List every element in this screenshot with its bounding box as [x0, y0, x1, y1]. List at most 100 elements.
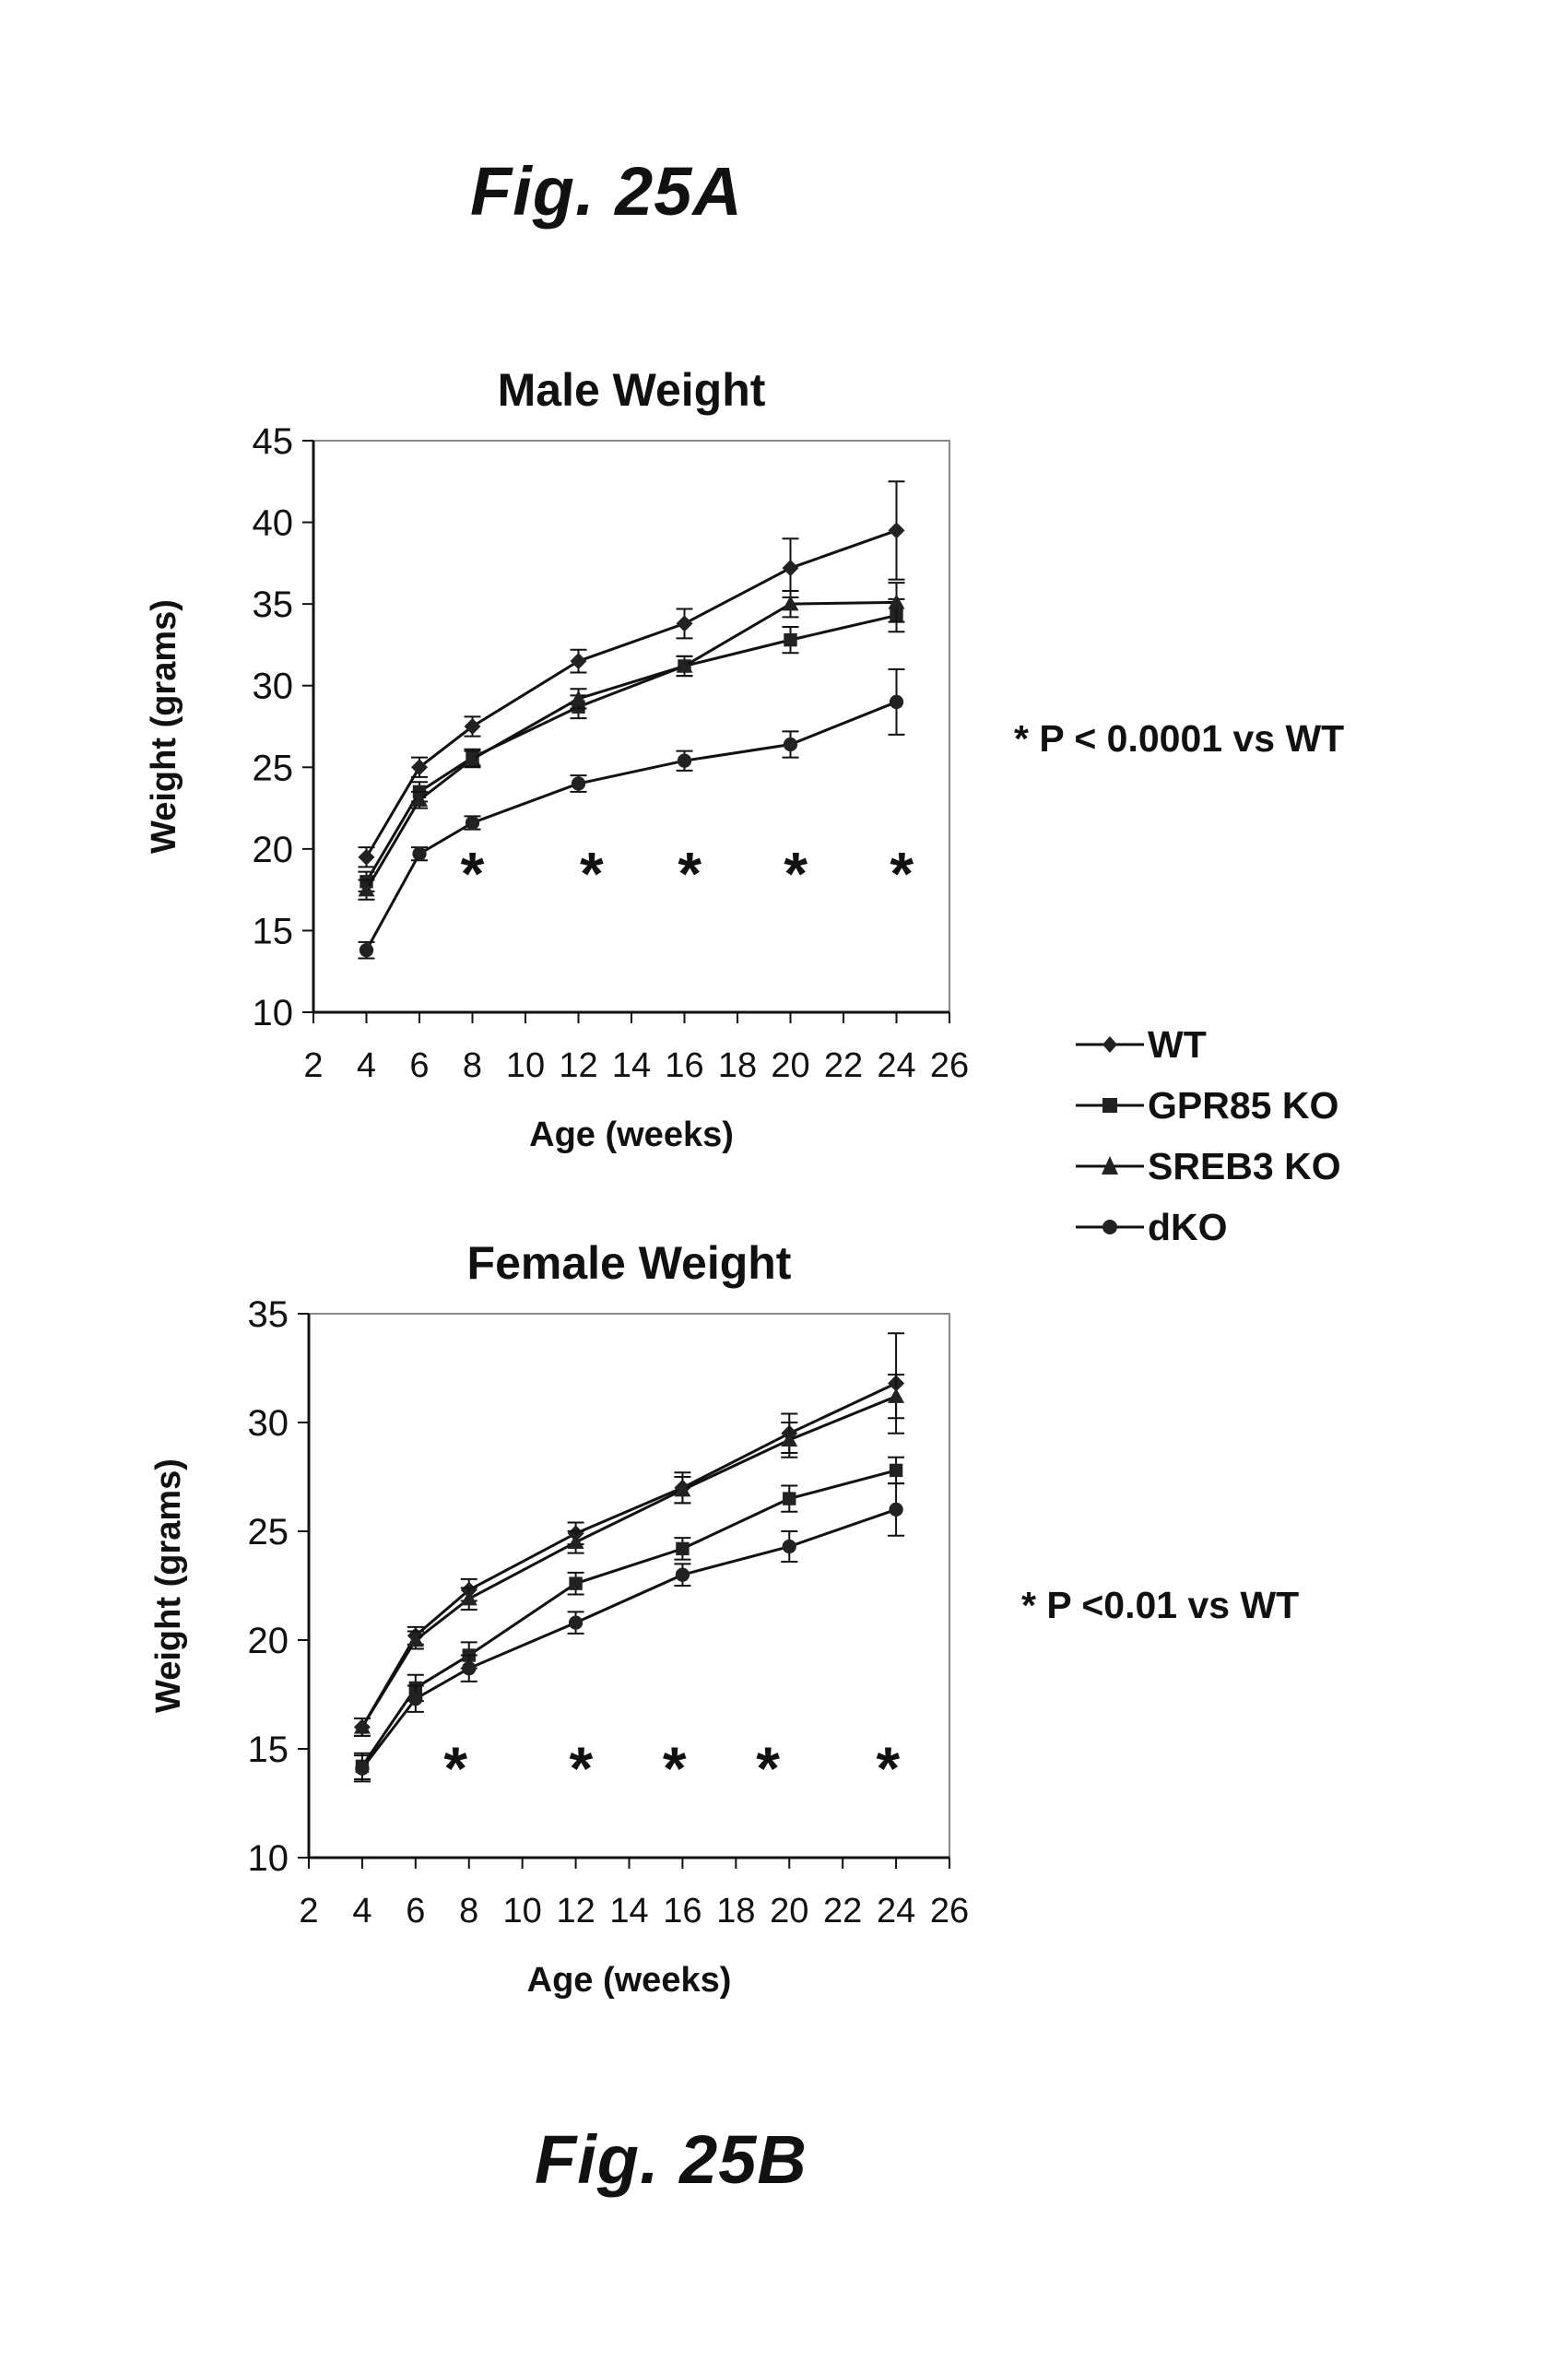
x-tick-label: 18	[716, 1892, 755, 1930]
significance-asterisk: *	[890, 840, 914, 908]
significance-asterisk: *	[678, 840, 701, 908]
figure-caption-b: Fig. 25B	[535, 2121, 808, 2198]
series-sreb3-ko	[358, 582, 905, 901]
data-point	[781, 1431, 798, 1447]
data-point	[465, 815, 480, 831]
series-line	[360, 1507, 897, 1770]
data-point	[567, 1533, 584, 1549]
x-tick-label: 14	[609, 1892, 648, 1930]
y-tick-label: 35	[253, 584, 294, 625]
data-point	[888, 594, 905, 609]
legend-label: dKO	[1148, 1205, 1228, 1248]
y-tick-label: 20	[253, 830, 294, 870]
data-point	[570, 653, 587, 670]
data-point	[783, 737, 798, 752]
triangle-marker-icon	[1076, 1156, 1144, 1175]
data-point	[358, 881, 375, 897]
x-tick-label: 8	[463, 1046, 482, 1085]
series-line	[360, 1395, 897, 1729]
legend-item-dko: dKO	[1074, 1197, 1341, 1257]
x-tick-label: 24	[877, 1892, 915, 1930]
data-point	[676, 657, 693, 673]
data-point	[464, 718, 481, 735]
y-tick-label: 30	[253, 667, 294, 707]
data-point	[782, 1539, 796, 1554]
legend-item-sreb3-ko: SREB3 KO	[1074, 1136, 1341, 1197]
data-point	[677, 753, 692, 768]
x-tick-label: 20	[770, 1892, 808, 1930]
x-tick-label: 4	[357, 1046, 376, 1085]
significance-asterisk: *	[570, 1734, 594, 1802]
significance-asterisk: *	[443, 1734, 467, 1802]
significance-asterisk: *	[580, 840, 604, 908]
x-tick-label: 10	[503, 1892, 542, 1930]
x-tick-label: 24	[877, 1046, 915, 1085]
y-tick-label: 20	[248, 1621, 289, 1661]
data-point	[782, 596, 799, 611]
x-tick-label: 22	[823, 1892, 862, 1930]
data-point	[353, 1718, 371, 1734]
x-tick-label: 4	[352, 1892, 371, 1930]
data-point	[412, 846, 427, 861]
data-point	[568, 1615, 584, 1630]
data-point	[782, 560, 799, 577]
x-tick-label: 8	[459, 1892, 478, 1930]
legend-label: SREB3 KO	[1148, 1144, 1341, 1187]
significance-asterisk: *	[756, 1734, 780, 1802]
figure-caption-a: Fig. 25A	[470, 153, 743, 230]
data-point	[460, 1590, 477, 1606]
x-tick-label: 6	[409, 1046, 429, 1085]
x-tick-label: 20	[771, 1046, 809, 1085]
series-dko	[353, 1482, 905, 1783]
x-tick-label: 22	[824, 1046, 863, 1085]
x-tick-label: 14	[612, 1046, 651, 1085]
series-dko	[358, 668, 905, 960]
x-tick-label: 16	[663, 1892, 701, 1930]
y-tick-label: 15	[248, 1729, 289, 1770]
significance-note-female: * P <0.01 vs WT	[1021, 1584, 1300, 1626]
chart-title: Female Weight	[467, 1237, 792, 1289]
data-point	[674, 1482, 691, 1497]
significance-asterisk: *	[461, 840, 485, 908]
square-marker-icon	[1076, 1098, 1144, 1113]
y-axis-label: Weight (grams)	[149, 1458, 188, 1713]
y-tick-label: 15	[253, 911, 294, 951]
data-point	[411, 791, 428, 807]
circle-marker-icon	[1076, 1220, 1144, 1234]
x-tick-label: 26	[930, 1892, 969, 1930]
y-tick-label: 10	[248, 1838, 289, 1879]
data-point	[888, 522, 905, 539]
x-tick-label: 18	[718, 1046, 757, 1085]
data-point	[783, 1492, 796, 1505]
y-axis-label: Weight (grams)	[145, 599, 183, 854]
x-tick-label: 16	[665, 1046, 703, 1085]
data-point	[407, 1632, 424, 1647]
data-point	[462, 1661, 477, 1676]
y-tick-label: 25	[253, 748, 294, 788]
significance-asterisk: *	[784, 840, 808, 908]
legend-item-wt: WT	[1074, 1014, 1341, 1075]
data-point	[464, 750, 481, 766]
data-point	[571, 776, 586, 791]
legend-label: GPR85 KO	[1148, 1083, 1339, 1127]
data-point	[355, 1761, 370, 1776]
data-point	[676, 1541, 690, 1556]
x-tick-label: 26	[930, 1046, 969, 1085]
significance-note-male: * P < 0.0001 vs WT	[1014, 717, 1345, 760]
y-tick-label: 25	[248, 1512, 289, 1552]
x-axis-label: Age (weeks)	[529, 1116, 734, 1154]
legend: WT GPR85 KO SREB3 KO dKO	[1074, 1014, 1341, 1257]
x-tick-label: 6	[406, 1892, 425, 1930]
data-point	[889, 1463, 903, 1478]
diamond-marker-icon	[1076, 1036, 1144, 1053]
series-line	[360, 1382, 897, 1729]
legend-label: WT	[1148, 1022, 1207, 1066]
data-point	[569, 1576, 583, 1590]
plot-area-frame	[308, 1313, 950, 1859]
data-point	[359, 943, 374, 958]
data-point	[408, 1692, 423, 1706]
data-point	[784, 632, 797, 647]
y-tick-label: 10	[253, 993, 294, 1033]
